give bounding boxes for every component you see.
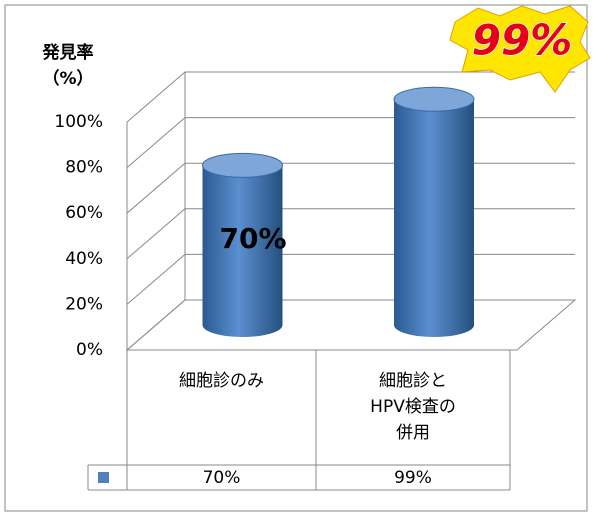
y-axis-label: 発見率 （%） bbox=[28, 40, 108, 92]
bar bbox=[394, 99, 474, 337]
grid-line bbox=[127, 118, 575, 168]
table-value: 70% bbox=[203, 468, 241, 488]
y-tick-label: 40% bbox=[65, 249, 103, 269]
grid-line bbox=[127, 254, 575, 304]
grid-line bbox=[127, 209, 575, 259]
y-tick-label: 60% bbox=[65, 203, 103, 223]
page: 0% 20% 40% 60% 80% 100% 70% 99% 70% 99% 発見率 （%） 細… bbox=[0, 0, 594, 515]
grid-line bbox=[127, 163, 575, 213]
y-tick-label: 80% bbox=[65, 158, 103, 178]
table-value: 99% bbox=[394, 468, 432, 488]
data-label: 70% bbox=[219, 222, 286, 255]
y-tick-label: 0% bbox=[76, 340, 103, 360]
y-tick-label: 100% bbox=[54, 112, 103, 132]
floor bbox=[127, 300, 575, 350]
category-label: 細胞診のみ bbox=[127, 368, 316, 394]
bar-top bbox=[203, 153, 283, 177]
bar-top bbox=[394, 87, 474, 111]
grid-line bbox=[127, 300, 575, 350]
y-tick-label: 20% bbox=[65, 294, 103, 314]
category-label: 細胞診と HPV検査の 併用 bbox=[316, 368, 510, 446]
legend-marker bbox=[98, 472, 109, 483]
grid-line bbox=[127, 72, 575, 122]
callout-label: 99% bbox=[472, 16, 573, 65]
